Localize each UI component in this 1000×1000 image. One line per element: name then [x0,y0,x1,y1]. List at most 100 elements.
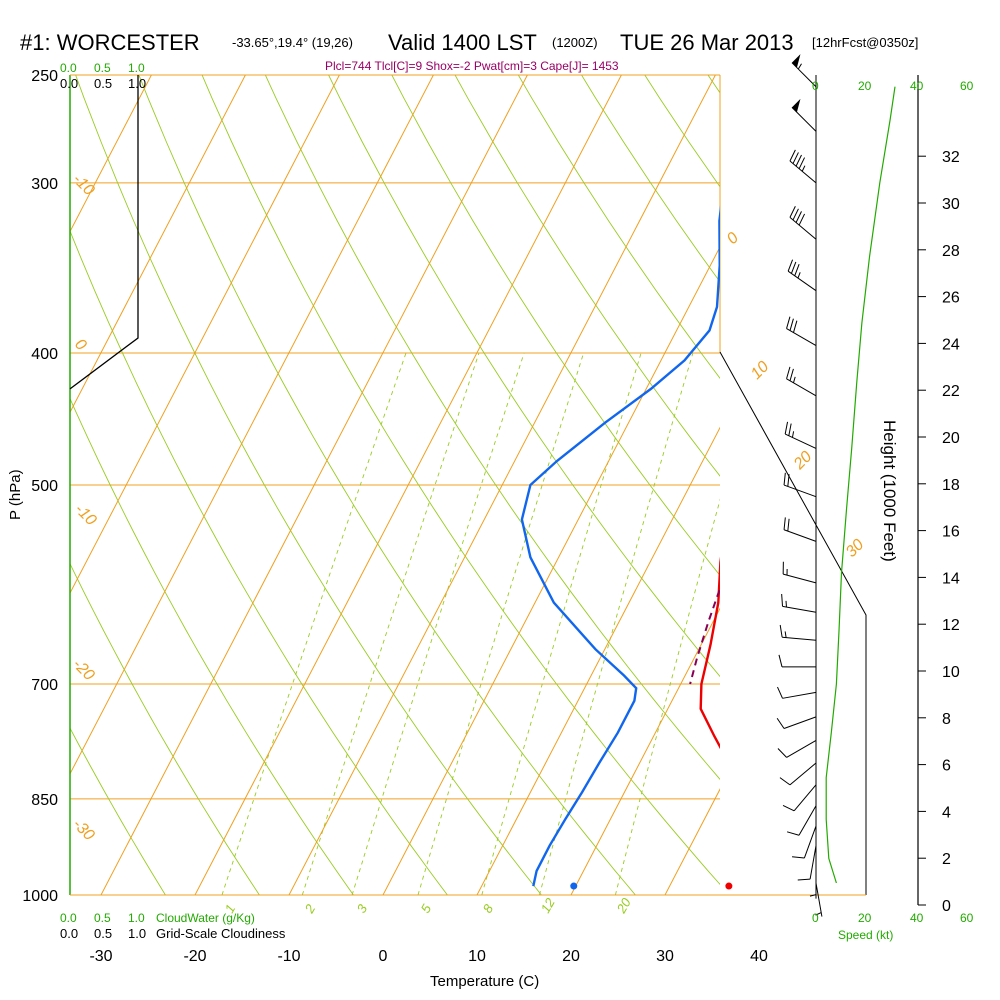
mixing-ratio-labels: 1 2 3 5 8 12 20 [222,895,635,917]
dry-adiabat-410 [817,51,1000,895]
wind-barb-8 [783,472,817,498]
temperature-tick--20: -20 [183,948,206,965]
height-tick-32: 32 [942,149,960,166]
dry-adiabat-340 [391,75,720,577]
pressure-tick-500: 500 [31,478,58,495]
wind-barb-10 [782,561,817,584]
wind-barb-2 [789,149,817,184]
pressure-tick-850: 850 [31,792,58,809]
left-isotherm-label-0: -10 [69,171,97,199]
isotherm--50 [70,75,340,595]
pressure-axis-ticks: 250 300 400 500 700 850 1000 [22,68,58,905]
wind-barb-22 [809,864,817,899]
x-axis-label: Temperature (C) [430,973,539,990]
dry-adiabat-390 [707,75,720,94]
isobar-lines [70,182,720,896]
mixing-ratio-12 [538,352,694,895]
mixing-ratio-1 [221,352,407,895]
height-tick-12: 12 [942,617,960,634]
speed-tick-top-0: 0 [812,79,819,93]
wind-barb-12 [779,624,817,641]
temperature-tick-0: 0 [379,948,388,965]
speed-tick-top-2: 40 [910,79,924,93]
height-tick-16: 16 [942,524,960,541]
isotherm-label-20: 20 [790,448,815,473]
surface-markers [570,882,733,890]
cloudwater-tick-top-1: 0.5 [94,61,111,75]
cloudwater-tick-top-2: 1.0 [128,61,145,75]
isotherm--70 [70,75,152,233]
dry-adiabat-330 [328,75,720,678]
temperature-profile-line [699,556,720,750]
height-axis-label: Height (1000 Feet) [880,420,899,562]
height-tick-14: 14 [942,570,960,587]
wind-barb-1 [791,98,817,132]
left-isotherm-label-1: 0 [71,336,89,354]
wind-barb-7 [784,421,817,449]
title-date: TUE 26 Mar 2013 [620,30,794,55]
left-isotherm-label-3: -20 [69,656,97,684]
wind-barb-19 [786,805,817,836]
height-tick-24: 24 [942,336,960,353]
sounding-profiles [520,205,720,887]
cloudwater-tick-bottom-1: 0.5 [94,911,111,925]
isotherm-label-30: 30 [843,536,868,561]
height-tick-30: 30 [942,196,960,213]
mixing-ratio-lines [221,352,720,895]
temperature-tick-10: 10 [468,948,486,965]
wind-barb-4 [787,259,817,292]
cloudwater-tick-bottom-0: 0.0 [60,911,77,925]
mixing-ratio-label-3: 3 [354,901,371,915]
speed-label: Speed (kt) [838,928,893,942]
temperature-axis-ticks: -30 -20 -10 0 10 20 30 40 [89,948,768,965]
dry-adiabat-310 [201,75,720,886]
mixing-ratio-8 [481,352,642,895]
isotherm-50 [853,75,1000,895]
temperature-surface-marker [725,882,733,890]
cloudwater-scale-top: 0.0 0.5 1.0 0.0 0.5 1.0 [60,61,146,91]
height-tick-2: 2 [942,851,951,868]
dry-adiabat-360 [517,75,720,380]
cloudwater-tick-top-0: 0.0 [60,61,77,75]
speed-scale-top: 0 20 40 60 [812,79,974,93]
pressure-tick-700: 700 [31,677,58,694]
dry-adiabat-320 [264,75,720,781]
wind-barb-18 [782,784,817,812]
pressure-tick-250: 250 [31,68,58,85]
isotherm--30 [100,75,528,895]
wind-barb-0 [791,54,817,88]
mixing-ratio-5 [417,352,585,895]
height-tick-18: 18 [942,477,960,494]
cloudiness-tick-bottom-2: 1.0 [128,926,146,941]
y-axis-label: P (hPa) [7,469,24,520]
dry-adiabat-280 [70,229,448,895]
isotherm--10 [288,75,716,895]
cloudiness-tick-top-1: 0.5 [94,76,112,91]
mixing-ratio-label-5: 5 [418,901,435,915]
cloudiness-label: Grid-Scale Cloudiness [156,926,286,941]
wind-barb-9 [783,517,817,542]
title-coords: -33.65°,19.4° (19,26) [232,35,353,50]
speed-tick-bottom-3: 60 [960,911,974,925]
wind-barb-20 [792,825,817,859]
height-tick-6: 6 [942,758,951,775]
title-forecast: [12hrFcst@0350z] [812,35,918,50]
temperature-tick-20: 20 [562,948,580,965]
pressure-tick-1000: 1000 [22,888,58,905]
mixing-ratio-3 [351,352,525,895]
wind-panel-outline [719,351,867,895]
left-isotherm-label-2: -10 [71,501,99,529]
cloudiness-tick-bottom-0: 0.0 [60,926,78,941]
wind-speed-profile [825,86,896,884]
height-tick-26: 26 [942,290,960,307]
cloudwater-label: CloudWater (g/Kg) [156,911,255,925]
title-utc: (1200Z) [552,35,598,50]
temperature-tick-30: 30 [656,948,674,965]
cloudwater-tick-bottom-2: 1.0 [128,911,145,925]
dry-adiabat-260 [70,562,260,895]
speed-tick-bottom-2: 40 [910,911,924,925]
isotherm-40 [759,75,1000,895]
wind-speed-line [825,86,896,884]
